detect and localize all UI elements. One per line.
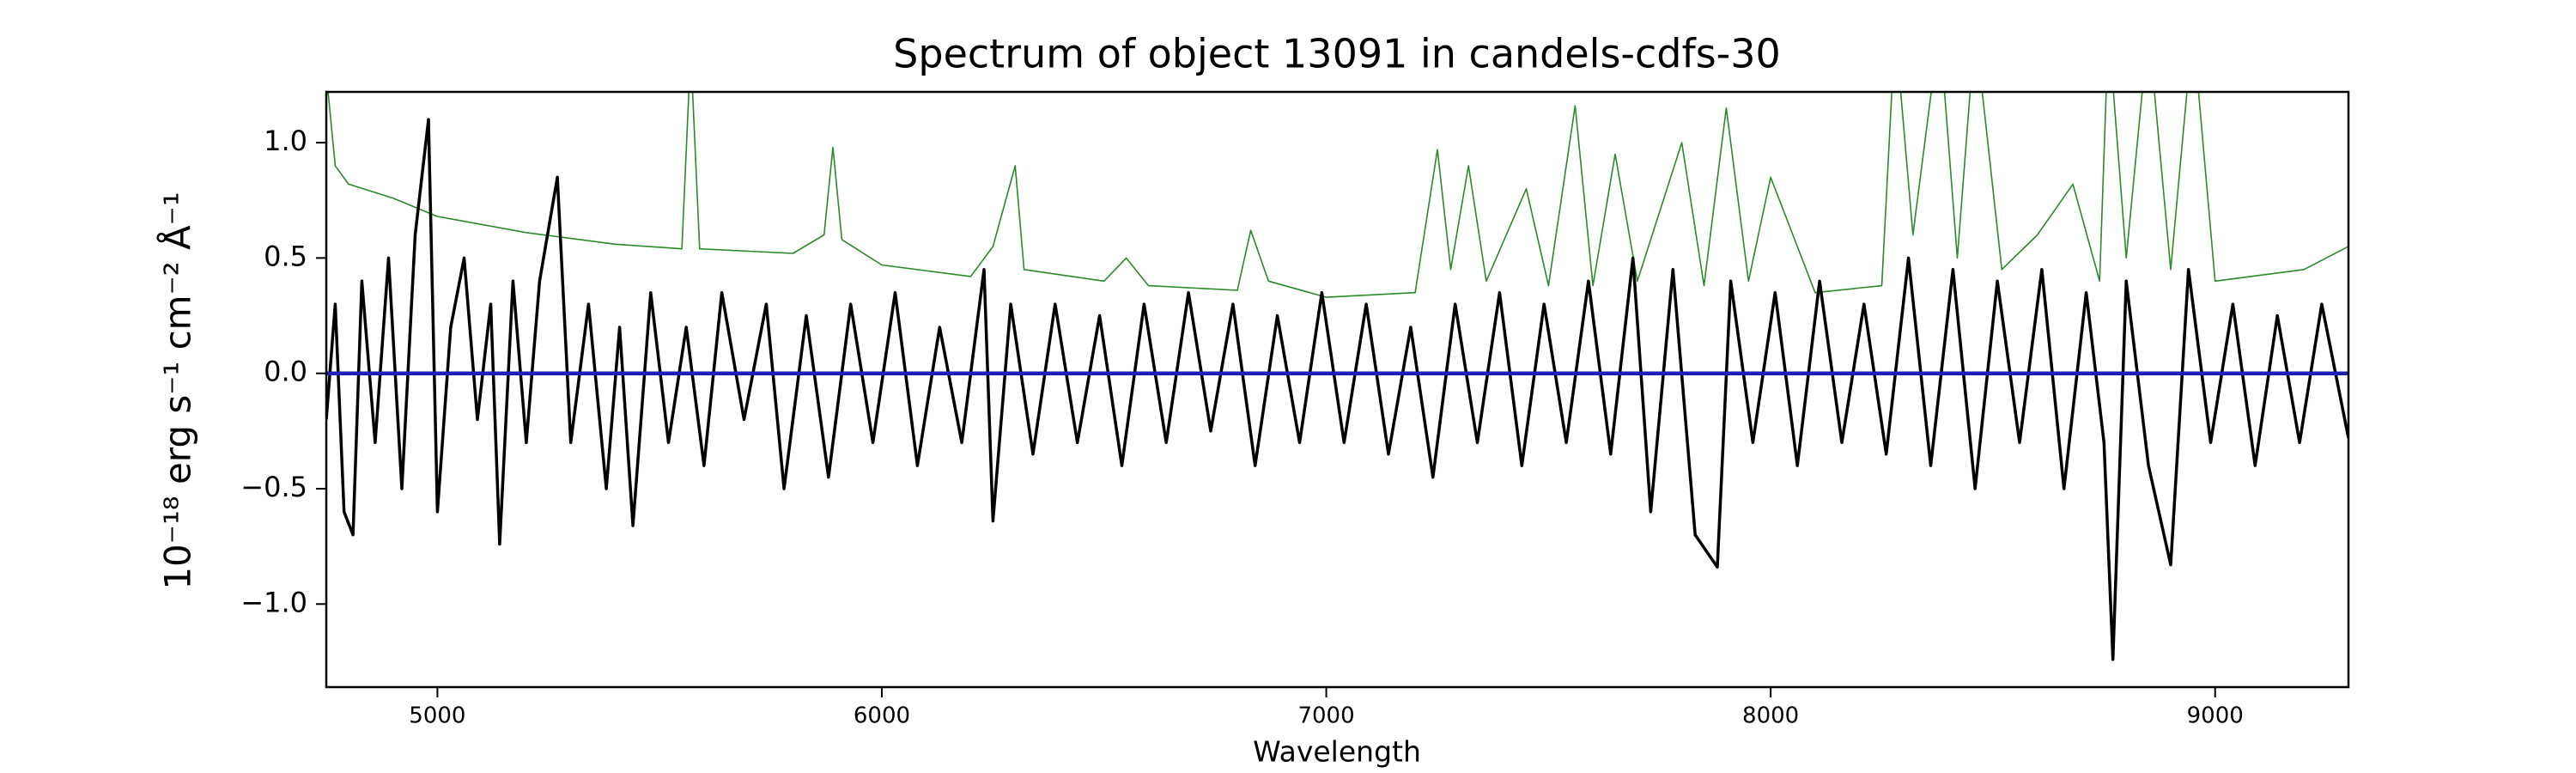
y-axis-label: 10⁻¹⁸ erg s⁻¹ cm⁻² Å⁻¹ [156, 192, 199, 589]
y-tick-label: −0.5 [240, 471, 307, 503]
y-tick-label: −1.0 [240, 586, 307, 618]
x-tick-label: 8000 [1742, 703, 1799, 729]
x-tick-label: 9000 [2187, 703, 2244, 729]
x-tick-label: 5000 [409, 703, 465, 729]
x-tick-label: 6000 [854, 703, 910, 729]
y-tick-label: 0.0 [264, 356, 307, 388]
y-tick-label: 0.5 [264, 240, 307, 272]
plot-frame [325, 90, 2350, 689]
chart-title: Spectrum of object 13091 in candels-cdfs… [893, 31, 1781, 77]
spectrum-line [326, 118, 2348, 661]
spectrum-line [327, 92, 2348, 298]
plot-lines [326, 92, 2348, 661]
y-tick-label: 1.0 [264, 125, 307, 157]
x-tick-label: 7000 [1297, 703, 1354, 729]
x-axis-label: Wavelength [1253, 735, 1421, 769]
